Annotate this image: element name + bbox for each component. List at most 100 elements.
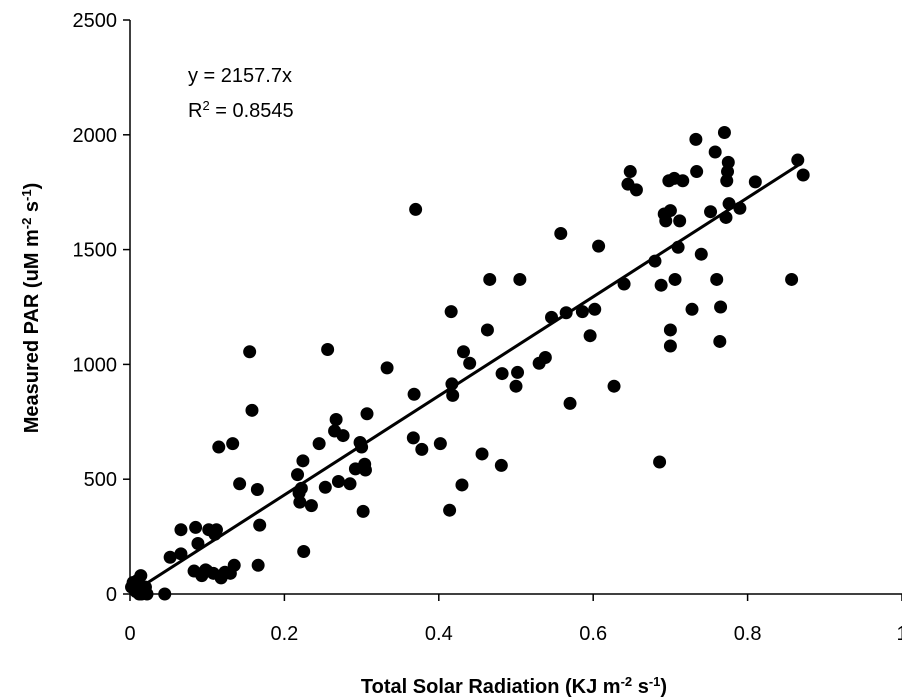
data-point: [409, 202, 423, 216]
data-point: [785, 272, 799, 286]
data-point: [212, 440, 226, 454]
data-point: [708, 145, 722, 159]
x-tick-label: 0.4: [425, 623, 453, 645]
data-point: [356, 504, 370, 518]
data-point: [312, 437, 326, 451]
data-point: [446, 388, 460, 402]
data-point: [331, 474, 345, 488]
data-point: [704, 205, 718, 219]
data-point: [694, 247, 708, 261]
data-point: [668, 272, 682, 286]
data-point: [623, 165, 637, 179]
data-point: [380, 361, 394, 375]
data-point: [713, 334, 727, 348]
data-point: [748, 175, 762, 189]
data-point: [293, 495, 307, 509]
data-point: [158, 587, 172, 601]
trendline-group: [129, 161, 803, 596]
data-point: [174, 523, 188, 537]
data-point: [243, 345, 257, 359]
data-point: [444, 305, 458, 319]
y-axis-title-part: Measured PAR (uM m: [21, 229, 43, 433]
x-axis: 0 0.2 0.4 0.6 0.8 1: [124, 593, 902, 645]
data-point: [629, 183, 643, 197]
data-point: [796, 168, 810, 182]
data-point: [251, 558, 265, 572]
data-point: [494, 458, 508, 472]
x-tick-label: 0.6: [579, 623, 607, 645]
data-point: [588, 302, 602, 316]
data-point: [554, 227, 568, 241]
trendline: [129, 161, 803, 596]
data-point: [690, 165, 704, 179]
x-axis-title: Total Solar Radiation (KJ m-2 s-1): [361, 674, 667, 699]
y-axis: 0 500 1000 1500 2000 2500: [73, 10, 131, 606]
data-point: [245, 403, 259, 417]
data-point: [676, 174, 690, 188]
x-tick-label: 0.2: [270, 623, 298, 645]
data-point: [663, 204, 677, 218]
data-point: [189, 520, 203, 534]
y-tick-label: 1000: [73, 354, 118, 376]
data-point: [329, 413, 343, 427]
data-point: [513, 272, 527, 286]
data-point: [233, 477, 247, 491]
data-point: [653, 455, 667, 469]
data-point: [563, 396, 577, 410]
data-point: [511, 365, 525, 379]
data-point: [163, 550, 177, 564]
data-point: [226, 437, 240, 451]
data-point: [304, 499, 318, 513]
data-point: [455, 478, 469, 492]
data-point: [538, 351, 552, 365]
data-point: [415, 442, 429, 456]
data-point: [443, 503, 457, 517]
x-axis-title-part: Total Solar Radiation (KJ m: [361, 676, 621, 698]
x-axis-title-part: -2: [621, 674, 633, 689]
x-tick-label: 0.8: [734, 623, 762, 645]
data-point: [509, 379, 523, 393]
data-point: [433, 437, 447, 451]
x-tick-label: 0: [124, 623, 135, 645]
data-point: [689, 132, 703, 146]
data-point: [174, 547, 188, 561]
trendline-equation: y = 2157.7x: [188, 65, 292, 87]
data-point: [296, 454, 310, 468]
y-tick-label: 2500: [73, 10, 118, 32]
data-point: [685, 302, 699, 316]
r-squared-part: = 0.8545: [210, 100, 294, 122]
data-point: [714, 300, 728, 314]
y-tick-label: 2000: [73, 125, 118, 147]
data-point: [463, 356, 477, 370]
data-point: [297, 545, 311, 559]
x-axis-title-part: ): [660, 676, 667, 698]
data-point: [592, 239, 606, 253]
data-point: [583, 329, 597, 343]
x-tick-label: 1: [896, 623, 902, 645]
data-point: [475, 447, 489, 461]
data-point: [343, 477, 357, 491]
data-point: [607, 379, 621, 393]
data-point: [250, 483, 264, 497]
y-tick-label: 500: [84, 469, 117, 491]
data-point: [480, 323, 494, 337]
r-squared-part: 2: [202, 98, 209, 113]
y-axis-title-part: -2: [19, 218, 34, 230]
data-point: [483, 272, 497, 286]
data-point: [321, 342, 335, 356]
data-point: [495, 367, 509, 381]
data-point: [663, 323, 677, 337]
y-axis-title-part: -1: [19, 189, 34, 201]
data-point: [673, 214, 687, 228]
y-axis-title-part: s: [21, 201, 43, 218]
data-point: [135, 587, 149, 601]
data-point: [654, 278, 668, 292]
data-point: [360, 407, 374, 421]
data-point: [406, 431, 420, 445]
data-point: [575, 305, 589, 319]
data-point: [209, 523, 223, 537]
data-point: [407, 387, 421, 401]
r-squared-label: R2 = 0.8545: [188, 98, 294, 123]
data-point: [445, 377, 459, 391]
